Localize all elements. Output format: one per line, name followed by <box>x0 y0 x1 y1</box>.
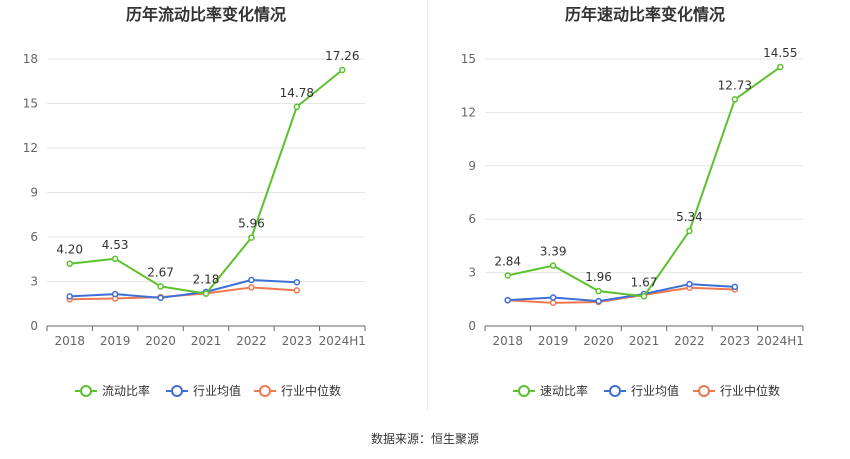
data-point <box>339 66 346 74</box>
legend-marker <box>518 385 530 397</box>
data-point <box>686 280 693 288</box>
y-tick-label: 3 <box>468 266 476 280</box>
data-point <box>293 278 301 286</box>
x-tick-label: 2022 <box>674 334 705 348</box>
x-tick-label: 2023 <box>720 334 751 348</box>
legend-label: 速动比率 <box>540 383 588 398</box>
chart-quick-ratio: 历年速动比率变化情况 0 3 6 9 12 15 2018 2019 2020 2021 2022 20… <box>461 5 804 398</box>
data-point <box>595 297 602 305</box>
x-tick-label: 2023 <box>282 334 313 348</box>
data-point <box>248 234 255 241</box>
legend-label: 行业均值 <box>193 383 241 398</box>
legend-item: 行业中位数 <box>254 383 341 398</box>
data-point <box>66 260 73 267</box>
legend-label: 行业均值 <box>631 383 679 398</box>
y-tick-label: 9 <box>30 186 38 200</box>
x-tick-label: 2021 <box>629 334 660 348</box>
data-label: 2.18 <box>193 273 220 287</box>
x-tick-label: 2024H1 <box>319 334 366 348</box>
data-label: 4.20 <box>56 243 83 257</box>
data-label: 1.96 <box>585 270 612 284</box>
x-tick-label: 2019 <box>538 334 569 348</box>
data-point <box>686 227 693 235</box>
data-label: 4.53 <box>102 238 129 252</box>
legend-item: 行业均值 <box>604 383 679 398</box>
series-line-0 <box>507 66 781 298</box>
y-tick-label: 0 <box>30 319 38 333</box>
x-tick-label: 2018 <box>54 334 85 348</box>
chart-title: 历年速动比率变化情况 <box>565 5 725 24</box>
legend-item: 流动比率 <box>75 383 150 398</box>
data-label: 12.73 <box>718 78 752 92</box>
legend-marker <box>80 385 92 397</box>
data-label: 1.67 <box>631 275 658 289</box>
data-label: 2.84 <box>494 254 521 268</box>
x-tick-label: 2020 <box>145 334 176 348</box>
data-point <box>504 272 511 279</box>
data-point <box>595 287 602 295</box>
source-note: 数据来源：恒生聚源 <box>370 432 479 446</box>
y-tick-label: 9 <box>468 159 476 173</box>
data-label: 17.26 <box>325 49 359 63</box>
data-point <box>157 283 164 290</box>
legend-item: 行业中位数 <box>693 383 780 398</box>
data-point <box>202 290 210 297</box>
y-tick-label: 15 <box>23 97 38 111</box>
data-point <box>777 63 784 71</box>
series-line-1 <box>69 279 297 299</box>
chart-title: 历年流动比率变化情况 <box>126 5 286 24</box>
legend-item: 速动比率 <box>513 383 588 398</box>
legend-marker <box>259 385 271 397</box>
data-point <box>549 294 557 301</box>
x-tick-label: 2019 <box>100 334 131 348</box>
data-point <box>66 293 73 300</box>
chart-current-ratio: 历年流动比率变化情况 0 3 6 9 12 15 18 2018 2019 2020 2021 2022… <box>23 5 366 398</box>
data-point <box>248 276 255 284</box>
x-tick-label: 2024H1 <box>757 334 804 348</box>
data-label: 14.55 <box>763 46 797 60</box>
legend-marker <box>609 385 621 397</box>
data-label: 14.78 <box>280 86 314 100</box>
series-line-1 <box>507 283 735 303</box>
legend-label: 行业中位数 <box>720 383 780 398</box>
data-point <box>640 293 648 300</box>
x-tick-label: 2021 <box>191 334 222 348</box>
legend-item: 行业均值 <box>166 383 241 398</box>
series-line-2 <box>507 286 735 304</box>
legend-label: 流动比率 <box>102 383 150 398</box>
y-tick-label: 12 <box>461 105 476 119</box>
data-point <box>731 96 739 103</box>
legend-marker <box>698 385 710 397</box>
data-point <box>504 296 511 304</box>
y-tick-label: 3 <box>30 275 38 289</box>
y-tick-label: 18 <box>23 52 38 66</box>
data-point <box>157 294 164 302</box>
data-point <box>293 287 301 294</box>
data-point <box>549 299 557 307</box>
data-point <box>549 262 557 269</box>
x-tick-label: 2020 <box>583 334 614 348</box>
data-point <box>731 283 739 291</box>
y-tick-label: 12 <box>23 141 38 155</box>
x-tick-label: 2018 <box>492 334 523 348</box>
y-tick-label: 15 <box>461 52 476 66</box>
chart-divider <box>427 0 428 410</box>
data-point <box>248 284 255 291</box>
data-label: 5.96 <box>238 217 265 231</box>
y-tick-label: 6 <box>468 212 476 226</box>
legend-marker <box>171 385 183 397</box>
data-point <box>111 255 119 263</box>
legend-label: 行业中位数 <box>281 383 341 398</box>
data-point <box>111 290 119 298</box>
data-label: 2.67 <box>147 265 174 279</box>
data-point <box>293 103 301 111</box>
y-tick-label: 0 <box>468 319 476 333</box>
data-label: 3.39 <box>540 245 567 259</box>
x-tick-label: 2022 <box>236 334 267 348</box>
y-tick-label: 6 <box>30 230 38 244</box>
data-label: 5.34 <box>676 210 703 224</box>
